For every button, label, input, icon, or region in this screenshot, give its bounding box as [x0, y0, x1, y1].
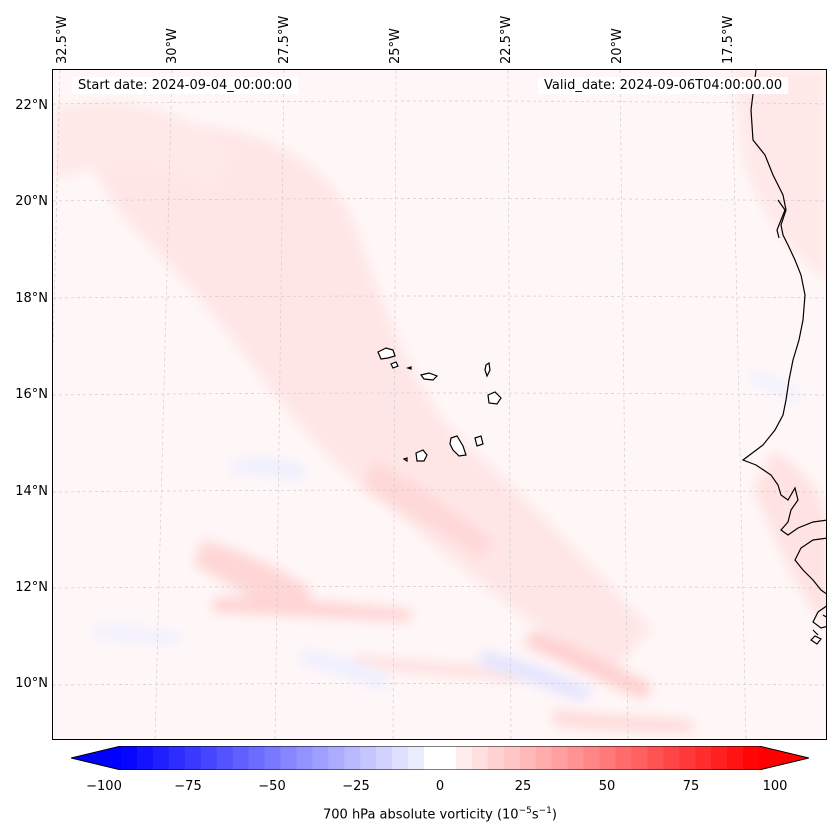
- colorbar-cell: [280, 746, 297, 770]
- colorbar-cell: [136, 746, 154, 770]
- colorbar-tick-minus100: −100: [86, 779, 122, 794]
- colorbar-cell: [216, 746, 234, 770]
- colorbar-cell: [695, 746, 712, 770]
- lat-label-14n: 14°N: [15, 484, 48, 499]
- colorbar-cell: [408, 746, 425, 770]
- lat-label-18n: 18°N: [15, 291, 48, 306]
- start-date-label: Start date: 2024-09-04_00:00:00: [72, 77, 299, 94]
- colorbar-cell: [360, 746, 377, 770]
- colorbar-cell: [679, 746, 696, 770]
- colorbar-cell: [296, 746, 313, 770]
- colorbar-min-extend: [71, 746, 121, 770]
- colorbar-cell: [376, 746, 393, 770]
- colorbar: [71, 746, 809, 770]
- colorbar-cell: [535, 746, 553, 770]
- colorbar-tick-0: 0: [435, 779, 445, 794]
- colorbar-cell: [312, 746, 329, 770]
- colorbar-tick-100: 100: [762, 779, 788, 794]
- colorbar-cell: [711, 746, 728, 770]
- colorbar-cell: [121, 746, 138, 770]
- colorbar-cell: [344, 746, 361, 770]
- africa-coastline-south: [794, 537, 826, 645]
- colorbar-cell: [519, 746, 537, 770]
- lon-label-20w: 20°W: [610, 28, 625, 64]
- africa-coastline: [741, 70, 826, 536]
- lon-label-25w: 25°W: [388, 28, 403, 64]
- colorbar-tick-25: 25: [514, 779, 532, 794]
- vorticity-shading: [53, 70, 826, 732]
- colorbar-cell: [424, 746, 441, 770]
- lat-label-16n: 16°N: [15, 387, 48, 402]
- lat-label-22n: 22°N: [15, 98, 48, 113]
- colorbar-cell: [248, 746, 266, 770]
- cape-verde-islands: [377, 347, 502, 463]
- colorbar-cell: [567, 746, 585, 770]
- colorbar-cell: [455, 746, 473, 770]
- colorbar-cell: [184, 746, 202, 770]
- negative-vorticity-shading: [93, 370, 803, 702]
- colorbar-cell: [599, 746, 616, 770]
- lon-label-27-5w: 27.5°W: [277, 15, 292, 64]
- colorbar-cell: [392, 746, 409, 770]
- graticule: [53, 70, 826, 739]
- colorbar-cell: [471, 746, 489, 770]
- colorbar-cell: [232, 746, 250, 770]
- colorbar-cell: [743, 746, 760, 770]
- colorbar-tick-minus75: −75: [174, 779, 202, 794]
- lon-label-17-5w: 17.5°W: [721, 15, 736, 64]
- colorbar-cell: [152, 746, 170, 770]
- colorbar-tick-75: 75: [682, 779, 700, 794]
- colorbar-cell: [487, 746, 505, 770]
- colorbar-tick-50: 50: [598, 779, 616, 794]
- lat-label-20n: 20°N: [15, 194, 48, 209]
- colorbar-tick-minus50: −50: [258, 779, 286, 794]
- colorbar-cell: [631, 746, 648, 770]
- colorbar-cell: [168, 746, 186, 770]
- colorbar-label: 700 hPa absolute vorticity (10−5s−1): [323, 806, 557, 823]
- valid-date-label: Valid_date: 2024-09-06T04:00:00.00: [538, 77, 789, 94]
- lon-label-32-5w: 32.5°W: [55, 15, 70, 64]
- colorbar-cell: [503, 746, 521, 770]
- colorbar-cell: [583, 746, 600, 770]
- lat-label-10n: 10°N: [15, 676, 48, 691]
- lat-label-12n: 12°N: [15, 580, 48, 595]
- colorbar-cell: [440, 746, 457, 770]
- lon-label-30w: 30°W: [165, 28, 180, 64]
- map-panel: [52, 69, 827, 740]
- colorbar-max-extend: [759, 746, 809, 770]
- coastline-notch: [776, 199, 786, 239]
- colorbar-cell: [647, 746, 664, 770]
- colorbar-cell: [200, 746, 218, 770]
- colorbar-cell: [328, 746, 345, 770]
- lon-label-22-5w: 22.5°W: [499, 15, 514, 64]
- colorbar-cell: [551, 746, 569, 770]
- colorbar-cell: [264, 746, 281, 770]
- colorbar-cell: [663, 746, 680, 770]
- colorbar-tick-minus25: −25: [342, 779, 370, 794]
- colorbar-cell: [615, 746, 632, 770]
- vorticity-field-map: [53, 70, 826, 739]
- colorbar-cell: [727, 746, 744, 770]
